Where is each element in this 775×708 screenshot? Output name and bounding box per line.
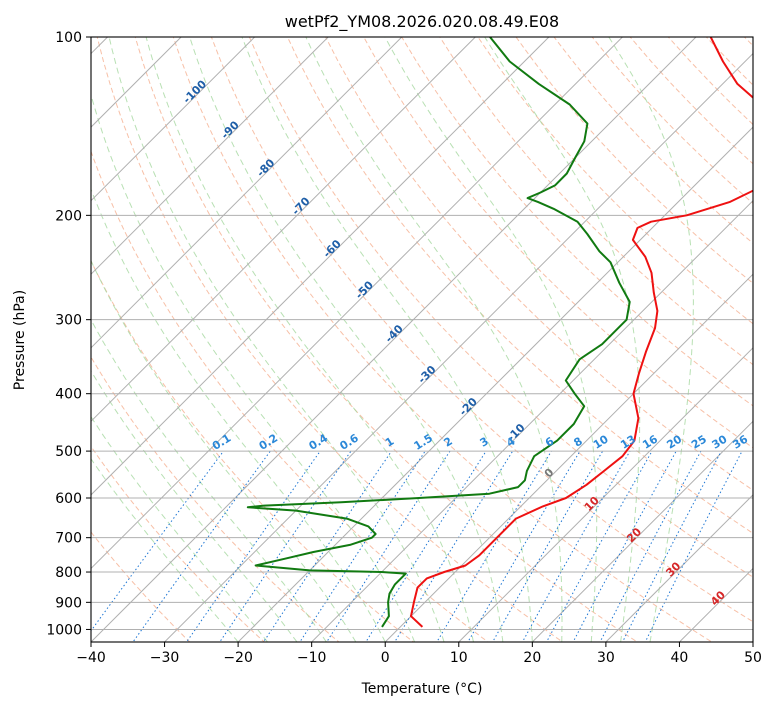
moist-adiabat-line: [241, 37, 533, 642]
dry-adiabat-line: [91, 445, 266, 642]
y-tick-label: 1000: [46, 622, 82, 638]
y-tick-label: 800: [55, 565, 82, 581]
x-tick-label: −40: [76, 650, 106, 666]
moist-adiabat-line: [108, 37, 445, 642]
x-tick-label: 40: [671, 650, 689, 666]
dry-adiabat-line: [363, 37, 753, 449]
dry-adiabat-line: [96, 37, 564, 642]
x-tick-label: 30: [597, 650, 615, 666]
y-tick-label: 600: [55, 491, 82, 507]
moist-adiabat-line: [91, 318, 327, 642]
y-tick-label: 400: [55, 387, 82, 403]
dry-adiabat-line: [515, 37, 753, 284]
isotherm-line: [91, 37, 550, 496]
moist-adiabat-line: [91, 188, 386, 642]
plot-frame: [90, 36, 754, 643]
dry-adiabat-line: [248, 37, 753, 578]
x-tick-label: 50: [744, 650, 762, 666]
background-lines: [91, 10, 775, 654]
moist-adiabat-line: [91, 457, 239, 642]
moist-adiabat-line: [145, 37, 474, 642]
y-tick-label: 300: [55, 313, 82, 329]
isotherm-line: [91, 37, 476, 423]
x-tick-label: 10: [450, 650, 468, 666]
profile-lines: [246, 37, 753, 628]
isotherm-line: [458, 347, 753, 642]
x-tick-label: −30: [150, 650, 180, 666]
isotherm-line: [91, 37, 403, 349]
y-tick-label: 900: [55, 595, 82, 611]
moist-adiabat-line: [484, 37, 641, 642]
isotherm-line: [91, 37, 697, 642]
dry-adiabat-line: [477, 37, 753, 325]
y-tick-label: 700: [55, 531, 82, 547]
y-tick-label: 200: [55, 208, 82, 224]
moist-adiabat-line: [305, 37, 563, 642]
isotherm-line: [531, 420, 753, 642]
temperature-profile-line: [410, 37, 753, 628]
dry-adiabat-line: [91, 531, 191, 642]
isotherm-line: [752, 641, 753, 642]
x-tick-label: 20: [523, 650, 541, 666]
moist-adiabat-line: [384, 37, 598, 642]
x-tick-label: −20: [223, 650, 253, 666]
dry-adiabat-line: [286, 37, 753, 534]
dewpoint-profile-line: [246, 37, 631, 628]
x-tick-label: 0: [381, 650, 390, 666]
moist-adiabat-line: [91, 259, 357, 642]
x-tick-label: −10: [297, 650, 327, 666]
pressure-grid: [91, 37, 753, 630]
plot-background: [91, 37, 753, 642]
x-axis-label: Temperature (°C): [361, 681, 483, 697]
axis-ticks: −40 −30 −20 −10 0 10 20 30 40 50 100 200 300 400 500 60…: [46, 30, 762, 666]
isotherm-line: [91, 37, 256, 202]
y-tick-label: 500: [55, 444, 82, 460]
isotherm-line: [164, 52, 753, 642]
isotherm-line: [91, 37, 623, 570]
isotherm-line: [605, 494, 753, 642]
isotherm-line: [237, 126, 753, 642]
isotherm-line: [384, 273, 753, 642]
isotherm-line: [91, 37, 329, 275]
dry-adiabat-line: [756, 10, 775, 654]
chart-title: wetPf2_YM08.2026.020.08.49.E08: [285, 12, 559, 32]
y-tick-label: 100: [55, 30, 82, 46]
y-axis-label: Pressure (hPa): [12, 290, 28, 390]
isotherm-line: [311, 199, 753, 642]
dry-adiabat-line: [172, 37, 713, 642]
moist-adiabat-line: [91, 415, 268, 642]
moist-adiabat-line: [91, 369, 298, 642]
moist-adiabat-line: [608, 37, 694, 642]
moist-adiabat-line: [189, 37, 504, 642]
